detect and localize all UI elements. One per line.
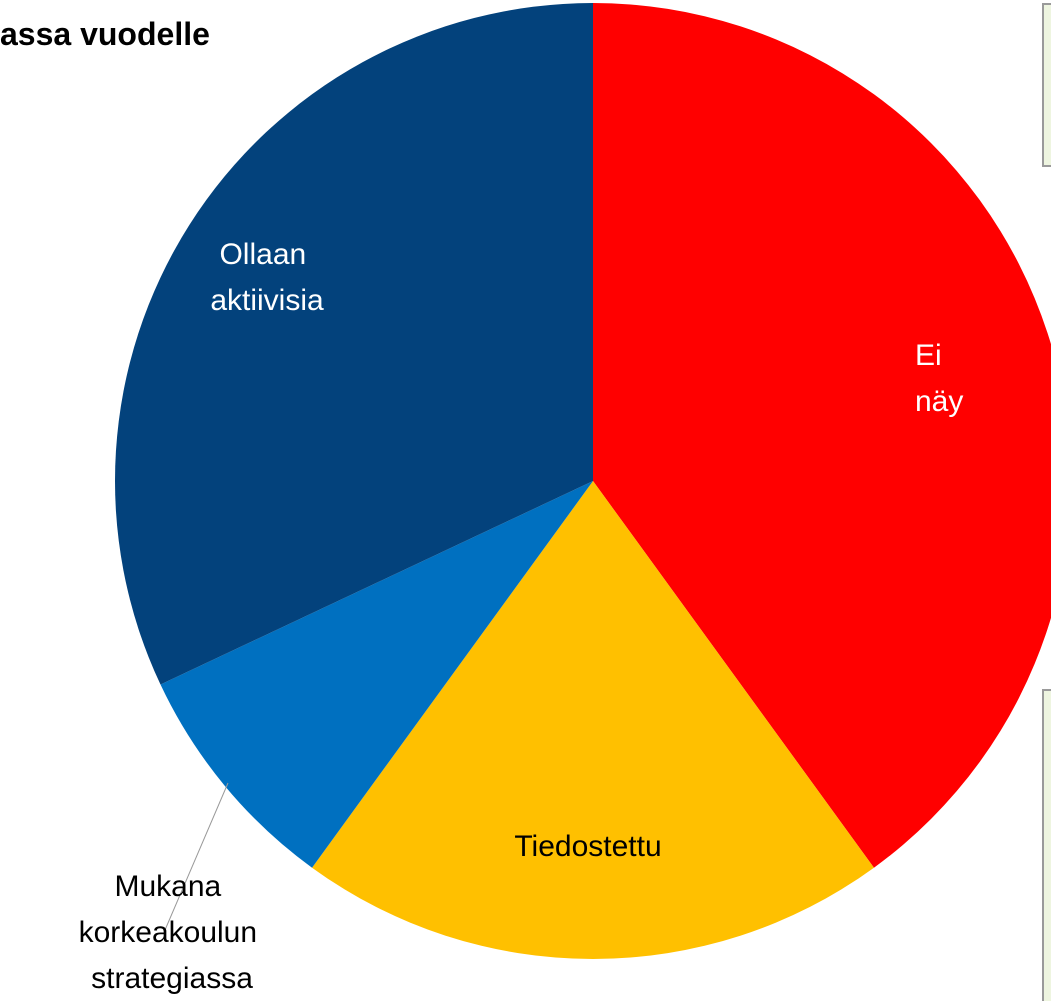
- slice-label: Ei näy: [915, 339, 963, 418]
- pie-slice: [312, 481, 874, 959]
- leader-line: [164, 782, 229, 931]
- pie-slice: [160, 481, 593, 868]
- slice-label: Tiedostettu: [514, 830, 661, 863]
- side-box: [1042, 3, 1051, 167]
- side-box: [1042, 689, 1051, 1001]
- slice-label: Ollaan aktiivisia: [210, 238, 324, 317]
- pie: [114, 3, 1051, 959]
- pie-slice: [114, 3, 594, 685]
- chart-title: assa vuodelle: [0, 16, 210, 52]
- slice-label: Mukana korkeakoulun strategiassa: [79, 870, 266, 995]
- pie-slice: [593, 3, 1051, 868]
